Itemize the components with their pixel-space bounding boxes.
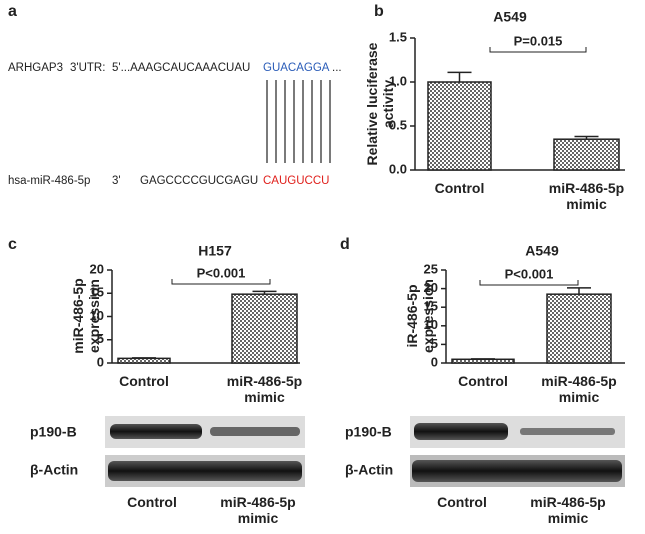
panel-letter: c — [8, 236, 17, 253]
panel-letter: d — [340, 236, 350, 253]
significance-bracket — [489, 47, 587, 53]
y-tick-label: 10 — [424, 317, 438, 332]
significance-label: P=0.015 — [514, 33, 563, 48]
blot-c — [105, 416, 305, 487]
target-end: ... — [332, 62, 342, 74]
significance-bracket — [479, 280, 579, 286]
chart-title: A549 — [493, 9, 527, 25]
y-tick-label: 5 — [431, 336, 438, 351]
pairing-lines — [266, 80, 331, 163]
y-tick-label: 0 — [431, 354, 438, 369]
y-tick-label: 0 — [97, 354, 104, 369]
error-bar — [447, 71, 472, 82]
bar — [427, 81, 492, 171]
target-region: 3'UTR: — [70, 62, 105, 74]
chart-title: H157 — [198, 243, 232, 259]
bar — [553, 138, 620, 171]
y-tick-label: 25 — [424, 261, 438, 276]
x-tick-label: Control — [434, 180, 485, 196]
blot-row-label: p190-B — [30, 424, 77, 440]
x-tick-label: miR-486-5p mimic — [541, 373, 617, 405]
bar — [451, 358, 515, 364]
x-tick-label: miR-486-5p mimic — [548, 180, 625, 212]
blot-d — [410, 416, 625, 487]
error-bar — [252, 290, 277, 295]
y-tick-label: 0.0 — [389, 161, 407, 176]
y-tick-label: 15 — [424, 299, 438, 314]
y-axis-label: Relative luciferase activity — [364, 42, 396, 166]
blot-lane-label: Control — [437, 494, 487, 510]
x-tick-label: Control — [458, 373, 508, 389]
y-tick-label: 5 — [97, 331, 104, 346]
bar — [231, 293, 298, 364]
blot-lane-label: miR-486-5p mimic — [530, 494, 606, 526]
y-axis-label: miR-486-5p expression — [70, 278, 102, 354]
blot-lane-label: miR-486-5p mimic — [220, 494, 296, 526]
y-tick-label: 20 — [424, 280, 438, 295]
mirna-name: hsa-miR-486-5p — [8, 175, 90, 187]
significance-label: P<0.001 — [197, 265, 246, 280]
error-bar — [567, 287, 591, 295]
blot-row-label: β-Actin — [345, 462, 393, 478]
target-site: GUACAGGA — [263, 62, 330, 74]
mirna-seq: GAGCCCCGUCGAGU — [140, 175, 258, 187]
y-tick-label: 1.0 — [389, 73, 407, 88]
y-tick-label: 0.5 — [389, 117, 407, 132]
bar — [546, 293, 612, 364]
panel-letter: a — [8, 3, 17, 20]
chart-title: A549 — [525, 243, 559, 259]
x-tick-label: Control — [119, 373, 169, 389]
x-tick-label: miR-486-5p mimic — [226, 373, 303, 405]
target-seq: 5'...AAAGCAUCAAACUAU — [112, 62, 250, 74]
significance-bracket — [171, 279, 271, 285]
blot-lane-label: Control — [127, 494, 177, 510]
error-bar — [574, 135, 599, 140]
mirna-end: 3' — [112, 175, 121, 187]
bar — [117, 357, 171, 364]
y-tick-label: 1.5 — [389, 29, 407, 44]
blot-row-label: p190-B — [345, 424, 392, 440]
y-axis-label: iR-486-5p expression — [404, 279, 436, 353]
y-tick-label: 20 — [90, 261, 104, 276]
y-tick-label: 10 — [90, 308, 104, 323]
mirna-seed: CAUGUCCU — [263, 175, 329, 187]
y-tick-label: 15 — [90, 285, 104, 300]
panel-letter: b — [374, 3, 384, 20]
target-name: ARHGAP3 — [8, 62, 63, 74]
significance-label: P<0.001 — [505, 266, 554, 281]
blot-row-label: β-Actin — [30, 462, 78, 478]
